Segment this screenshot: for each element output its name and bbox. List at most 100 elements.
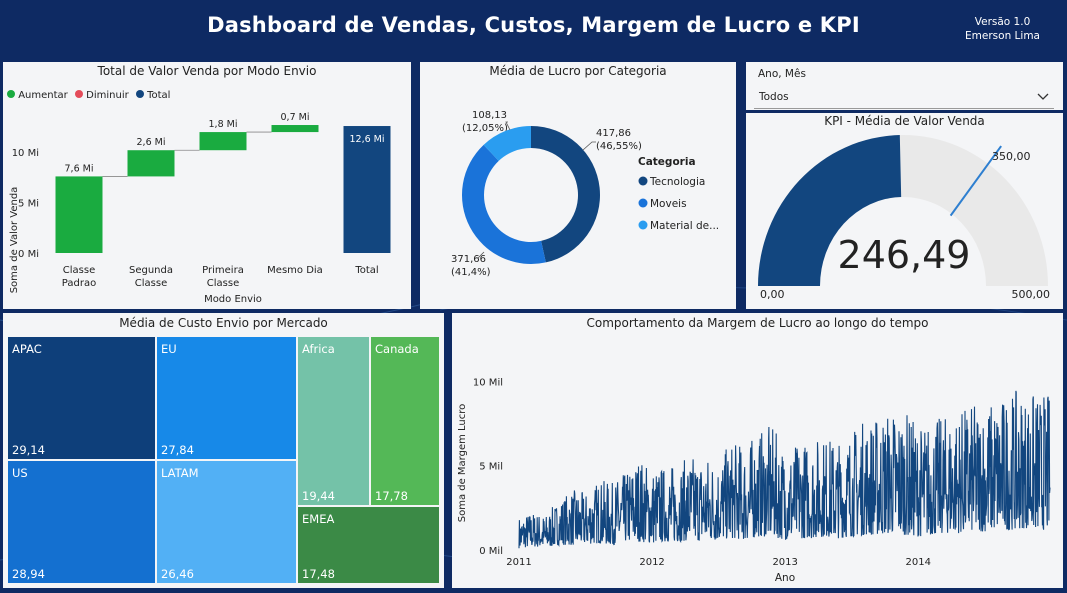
- date-slicer-panel: Ano, Mês Todos: [746, 62, 1063, 110]
- donut-label-tecnologia-pct: (46,55%): [596, 141, 642, 152]
- slicer-selected-value: Todos: [759, 91, 789, 103]
- waterfall-category-label: Padrao: [62, 278, 96, 289]
- slicer-dropdown[interactable]: Todos: [754, 87, 1054, 109]
- waterfall-ytick: 0 Mi: [18, 249, 39, 260]
- slicer-label: Ano, Mês: [758, 68, 806, 80]
- waterfall-bar[interactable]: [199, 132, 247, 151]
- tile-value: 17,48: [302, 567, 335, 581]
- waterfall-data-label: 7,6 Mi: [65, 163, 94, 174]
- legend-label-aumentar: Aumentar: [18, 90, 68, 101]
- waterfall-category-label: Classe: [207, 278, 239, 289]
- waterfall-xlabel: Modo Envio: [204, 294, 262, 305]
- treemap-tile-africa[interactable]: Africa 19,44: [297, 336, 370, 506]
- treemap-tile-eu[interactable]: EU 27,84: [156, 336, 297, 460]
- donut-title: Média de Lucro por Categoria: [489, 64, 667, 78]
- waterfall-data-label: 1,8 Mi: [209, 119, 238, 130]
- legend-label-total: Total: [147, 90, 171, 101]
- line-xtick: 2011: [506, 557, 531, 568]
- tile-value: 26,46: [161, 567, 194, 581]
- gauge-target-marker: [949, 145, 1002, 217]
- treemap-tile-canada[interactable]: Canada 17,78: [370, 336, 440, 506]
- tile-name: APAC: [12, 342, 42, 356]
- waterfall-data-label: 2,6 Mi: [137, 137, 166, 148]
- line-chart: Soma de Margem Lucro Ano 0 Mil 5 Mil 10 Mi…: [457, 377, 1051, 584]
- legend-dot-material: [638, 220, 648, 230]
- tile-name: Canada: [375, 342, 419, 356]
- treemap-panel[interactable]: Média de Custo Envio por Mercado APAC 29…: [3, 313, 444, 588]
- legend-dot-diminuir: [74, 90, 83, 98]
- waterfall-category-label: Segunda: [129, 265, 173, 276]
- chevron-down-icon[interactable]: [1036, 90, 1050, 104]
- waterfall-ylabel: Soma de Valor Venda: [9, 187, 20, 294]
- donut-label-moveis-value: 371,66: [451, 254, 486, 265]
- waterfall-data-label: 0,7 Mi: [281, 112, 310, 123]
- dashboard-header: Dashboard de Vendas, Custos, Margem de L…: [0, 0, 1067, 58]
- donut-leader-line: [476, 251, 485, 259]
- donut-chart: 417,86 (46,55%) 371,66 (41,4%) 108,13 (1…: [451, 110, 719, 278]
- line-series-margem-lucro[interactable]: [518, 390, 1051, 549]
- donut-slice[interactable]: [531, 126, 601, 263]
- waterfall-bar[interactable]: [55, 176, 103, 253]
- kpi-gauge-panel[interactable]: KPI - Média de Valor Venda 350,00 246,49…: [746, 113, 1063, 309]
- waterfall-panel[interactable]: Total de Valor Venda por Modo Envio Aume…: [3, 62, 411, 309]
- kpi-title: KPI - Média de Valor Venda: [824, 114, 985, 128]
- gauge-value: 246,49: [838, 233, 971, 277]
- line-ytick: 10 Mil: [473, 377, 503, 388]
- author-name: Emerson Lima: [965, 30, 1040, 42]
- waterfall-category-label: Classe: [135, 278, 167, 289]
- waterfall-chart: Soma de Valor Venda Modo Envio 0 Mi 5 Mi 1…: [9, 112, 391, 305]
- waterfall-title: Total de Valor Venda por Modo Envio: [97, 64, 317, 78]
- waterfall-ytick: 10 Mi: [12, 148, 39, 159]
- donut-legend-moveis: Moveis: [650, 198, 687, 210]
- legend-dot-moveis: [638, 198, 648, 208]
- line-ylabel: Soma de Margem Lucro: [457, 404, 468, 523]
- tile-value: 28,94: [12, 567, 45, 581]
- waterfall-category-label: Total: [354, 265, 378, 276]
- line-xtick: 2014: [906, 557, 931, 568]
- legend-dot-total: [135, 90, 144, 98]
- tile-name: EU: [161, 342, 177, 356]
- gauge-target-label: 350,00: [992, 150, 1031, 163]
- line-xtick: 2013: [772, 557, 797, 568]
- gauge-min-label: 0,00: [760, 288, 785, 301]
- version-info: Versão 1.0 Emerson Lima: [965, 15, 1040, 43]
- treemap-tile-us[interactable]: US 28,94: [7, 460, 156, 584]
- tile-name: Africa: [302, 342, 335, 356]
- treemap-tile-latam[interactable]: LATAM 26,46: [156, 460, 297, 584]
- donut-slice[interactable]: [461, 144, 546, 265]
- donut-label-moveis-pct: (41,4%): [451, 267, 491, 278]
- line-ytick: 5 Mil: [479, 462, 503, 473]
- donut-label-material-value: 108,13: [472, 110, 507, 121]
- version-number: Versão 1.0: [974, 16, 1031, 28]
- waterfall-bar[interactable]: [343, 126, 391, 253]
- treemap-title: Média de Custo Envio por Mercado: [119, 316, 328, 330]
- kpi-gauge: 350,00 246,49 0,00 500,00: [758, 135, 1050, 301]
- waterfall-bar[interactable]: [271, 125, 319, 133]
- treemap-tile-apac[interactable]: APAC 29,14: [7, 336, 156, 460]
- waterfall-data-label: 12,6 Mi: [349, 134, 384, 145]
- waterfall-bar[interactable]: [127, 150, 175, 177]
- donut-label-material-pct: (12,05%): [462, 123, 508, 134]
- dashboard-title: Dashboard de Vendas, Custos, Margem de L…: [207, 13, 860, 37]
- donut-legend-material: Material de...: [650, 220, 719, 232]
- donut-leader-line: [505, 121, 511, 131]
- tile-name: US: [12, 466, 28, 480]
- donut-legend-tecnologia: Tecnologia: [649, 176, 705, 188]
- legend-dot-aumentar: [7, 90, 15, 98]
- legend-label-diminuir: Diminuir: [86, 90, 129, 101]
- waterfall-legend: Aumentar Diminuir Total: [7, 90, 170, 101]
- donut-panel[interactable]: Média de Lucro por Categoria 417,86 (46,…: [420, 62, 736, 309]
- waterfall-ytick: 5 Mi: [18, 199, 39, 210]
- line-xtick: 2012: [639, 557, 664, 568]
- donut-slice[interactable]: [483, 126, 531, 161]
- gauge-value-arc: [758, 135, 902, 286]
- line-title: Comportamento da Margem de Lucro ao long…: [586, 316, 929, 330]
- line-chart-panel[interactable]: Comportamento da Margem de Lucro ao long…: [452, 313, 1063, 588]
- line-xlabel: Ano: [775, 572, 795, 584]
- waterfall-category-label: Mesmo Dia: [267, 265, 323, 276]
- waterfall-category-label: Classe: [63, 265, 95, 276]
- donut-label-tecnologia-value: 417,86: [596, 128, 631, 139]
- donut-legend-title: Categoria: [638, 156, 696, 168]
- tile-name: EMEA: [302, 512, 335, 526]
- treemap-tile-emea[interactable]: EMEA 17,48: [297, 506, 440, 584]
